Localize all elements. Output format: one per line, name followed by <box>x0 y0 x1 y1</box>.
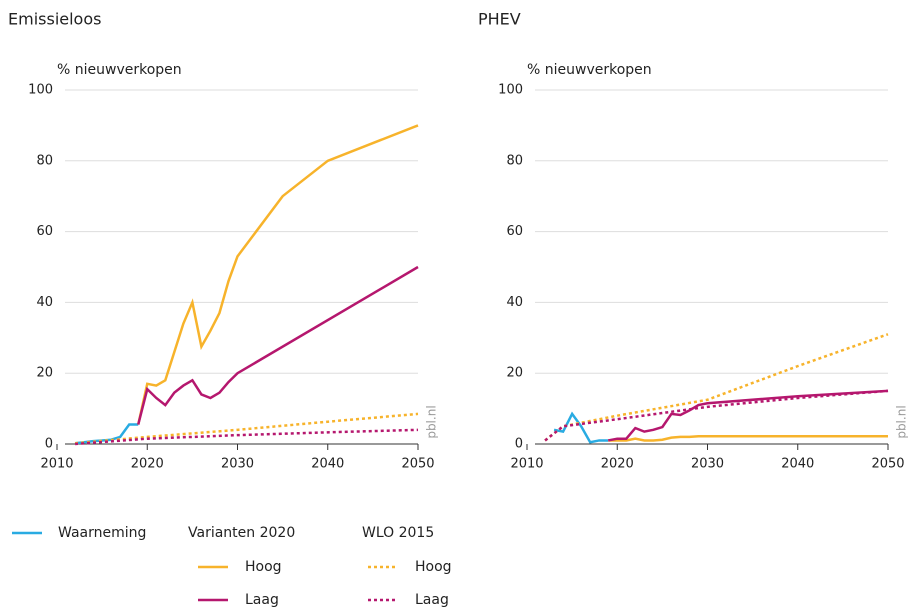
y-tick-label: 60 <box>506 224 523 239</box>
x-tick-label: 2040 <box>311 457 344 472</box>
legend-group: WLO 2015 <box>362 525 434 541</box>
line-series <box>544 333 889 442</box>
x-tick-label: 2050 <box>871 457 904 472</box>
y-tick-label: 20 <box>506 366 523 381</box>
y-tick-label: 60 <box>36 224 53 239</box>
legend-group: Varianten 2020 <box>188 525 295 541</box>
y-axis-label: % nieuwverkopen <box>57 62 182 78</box>
y-axis-label: % nieuwverkopen <box>527 62 652 78</box>
line-series <box>608 434 888 442</box>
x-tick-label: 2030 <box>221 457 254 472</box>
y-tick-label: 80 <box>36 153 53 168</box>
legend-label: Waarneming <box>58 525 146 541</box>
legend-label: Hoog <box>415 559 452 575</box>
chart-title: Emissieloos <box>8 10 101 29</box>
line-series <box>74 428 419 446</box>
line-series <box>544 389 889 442</box>
line-series <box>137 124 419 425</box>
y-tick-label: 100 <box>28 83 53 98</box>
x-tick-label: 2020 <box>131 457 164 472</box>
x-tick-label: 2040 <box>781 457 814 472</box>
chart-title: PHEV <box>478 10 521 29</box>
x-tick-label: 2030 <box>691 457 724 472</box>
line-series <box>137 265 419 425</box>
line-series <box>74 412 419 445</box>
watermark: pbl.nl <box>425 405 439 438</box>
y-tick-label: 0 <box>45 437 53 452</box>
x-tick-label: 2050 <box>401 457 434 472</box>
x-tick-label: 2010 <box>510 457 543 472</box>
x-tick-label: 2010 <box>40 457 73 472</box>
watermark: pbl.nl <box>895 405 909 438</box>
y-tick-label: 40 <box>506 295 523 310</box>
x-tick-label: 2020 <box>601 457 634 472</box>
y-tick-label: 100 <box>498 83 523 98</box>
y-tick-label: 20 <box>36 366 53 381</box>
y-tick-label: 40 <box>36 295 53 310</box>
legend-label: Laag <box>245 592 279 607</box>
legend-label: Laag <box>415 592 449 607</box>
legend-label: Hoog <box>245 559 282 575</box>
line-series <box>607 389 889 442</box>
y-tick-label: 0 <box>515 437 523 452</box>
y-tick-label: 80 <box>506 153 523 168</box>
line-series <box>553 411 609 444</box>
